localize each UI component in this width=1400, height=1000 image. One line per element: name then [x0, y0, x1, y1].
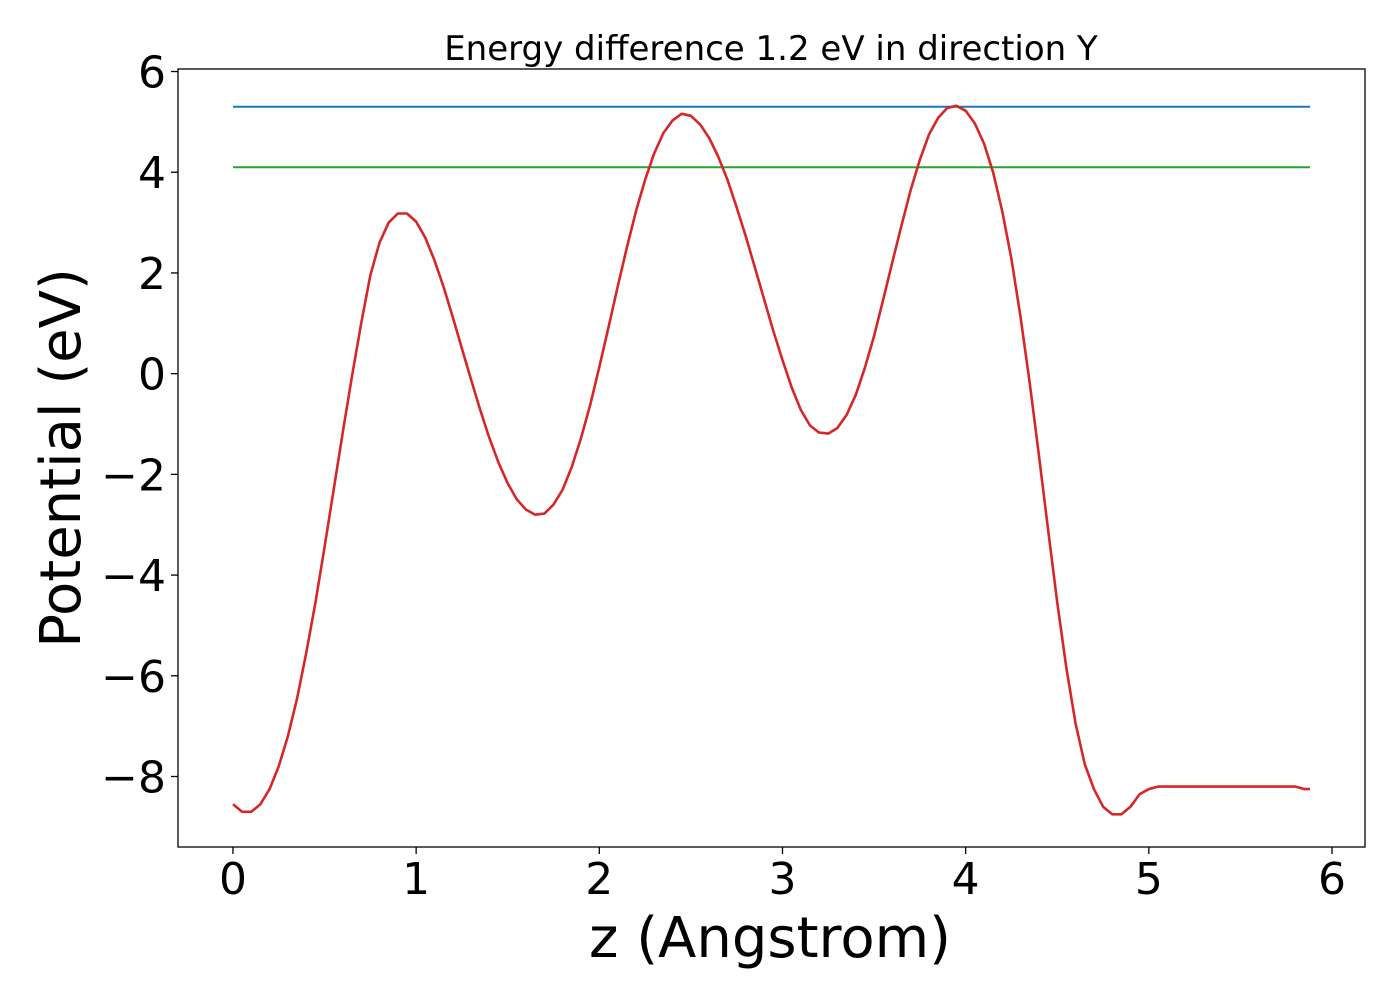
x-tick-label: 1 — [402, 854, 430, 905]
y-tick-label: −2 — [101, 450, 166, 501]
x-axis-ticks: 0 1 2 3 4 5 6 — [219, 847, 1346, 905]
y-tick-label: −6 — [101, 652, 166, 703]
y-tick-label: 0 — [138, 350, 166, 401]
y-axis-ticks: −8 −6 −4 −2 0 2 4 6 — [101, 48, 178, 804]
chart-title: Energy difference 1.2 eV in direction Y — [444, 29, 1098, 69]
y-tick-label: −4 — [101, 551, 166, 602]
series-line-2 — [232, 104, 1310, 816]
x-tick-label: 6 — [1318, 854, 1346, 905]
y-tick-label: 4 — [138, 148, 166, 199]
y-tick-label: 2 — [138, 249, 166, 300]
y-tick-label: 6 — [138, 48, 166, 99]
x-tick-label: 5 — [1135, 854, 1163, 905]
y-tick-label: −8 — [101, 753, 166, 804]
x-tick-label: 4 — [952, 854, 980, 905]
plot-frame — [177, 68, 1366, 848]
x-axis-label: z (Angstrom) — [589, 906, 951, 971]
y-axis-label: Potential (eV) — [29, 268, 94, 648]
x-tick-label: 0 — [219, 854, 247, 905]
x-tick-label: 3 — [768, 854, 796, 905]
x-tick-label: 2 — [585, 854, 613, 905]
series-layer — [232, 104, 1310, 816]
